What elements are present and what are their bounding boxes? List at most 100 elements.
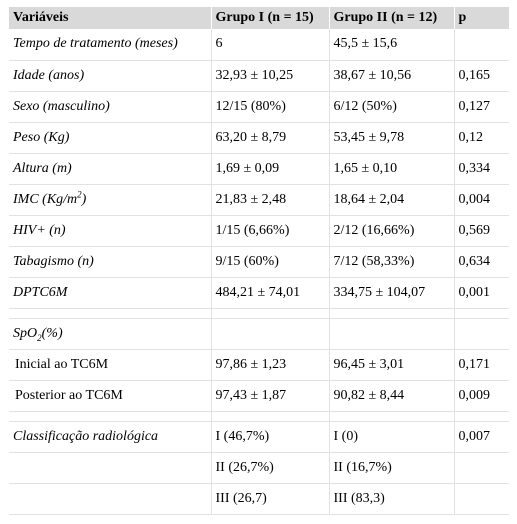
spacer-row	[9, 411, 509, 422]
table-row: Tempo de tratamento (meses) 6 45,5 ± 15,…	[9, 29, 509, 61]
cell-p	[454, 318, 509, 350]
header-grupo-1: Grupo I (n = 15)	[211, 7, 330, 29]
cell-grupo-2: 96,45 ± 3,01	[329, 349, 455, 381]
row-label: Altura (m)	[9, 153, 212, 185]
label-text: SpO	[13, 325, 38, 341]
cell-grupo-1: 1,69 ± 0,09	[211, 153, 330, 185]
table-row: HIV+ (n) 1/15 (6,66%) 2/12 (16,66%) 0,56…	[9, 215, 509, 247]
cell-p: 0,165	[454, 60, 509, 92]
cell-grupo-2: 18,64 ± 2,04	[329, 184, 455, 216]
header-row: Variáveis Grupo I (n = 15) Grupo II (n =…	[9, 7, 510, 29]
label-text-suffix: )	[81, 191, 87, 207]
cell-grupo-1: 1/15 (6,66%)	[211, 215, 330, 247]
row-label	[9, 483, 212, 515]
header-grupo-2: Grupo II (n = 12)	[329, 7, 455, 29]
results-table: Variáveis Grupo I (n = 15) Grupo II (n =…	[9, 7, 510, 515]
table-row: Inicial ao TC6M 97,86 ± 1,23 96,45 ± 3,0…	[9, 349, 509, 381]
table-row: IMC (Kg/m2) 21,83 ± 2,48 18,64 ± 2,04 0,…	[9, 184, 509, 216]
cell-grupo-2: 53,45 ± 9,78	[329, 122, 455, 154]
row-label: Sexo (masculino)	[9, 91, 212, 123]
row-label-spo2: SpO2(%)	[9, 318, 212, 350]
cell-grupo-1: 97,43 ± 1,87	[211, 380, 330, 412]
cell-grupo-2: 7/12 (58,33%)	[329, 246, 455, 278]
cell-grupo-1: 21,83 ± 2,48	[211, 184, 330, 216]
table-row: Tabagismo (n) 9/15 (60%) 7/12 (58,33%) 0…	[9, 246, 509, 278]
table-row: Idade (anos) 32,93 ± 10,25 38,67 ± 10,56…	[9, 60, 509, 92]
cell-grupo-1: 484,21 ± 74,01	[211, 277, 330, 309]
cell-p: 0,12	[454, 122, 509, 154]
table-row: Posterior ao TC6M 97,43 ± 1,87 90,82 ± 8…	[9, 380, 509, 412]
cell-grupo-1: II (26,7%)	[211, 452, 330, 484]
cell-grupo-2: 38,67 ± 10,56	[329, 60, 455, 92]
row-label	[9, 452, 212, 484]
cell-p: 0,004	[454, 184, 509, 216]
cell-grupo-2: I (0)	[329, 421, 455, 453]
cell-grupo-1: I (46,7%)	[211, 421, 330, 453]
cell-p	[454, 29, 509, 61]
header-p: p	[454, 7, 510, 29]
cell-grupo-1: 9/15 (60%)	[211, 246, 330, 278]
row-label: Inicial ao TC6M	[9, 349, 212, 381]
header-variaveis: Variáveis	[9, 7, 212, 29]
cell-p: 0,001	[454, 277, 509, 309]
row-label: DPTC6M	[9, 277, 212, 309]
cell-grupo-1: 6	[211, 29, 330, 61]
cell-p: 0,007	[454, 421, 509, 453]
cell-grupo-2: 334,75 ± 104,07	[329, 277, 455, 309]
cell-p: 0,334	[454, 153, 509, 185]
cell-grupo-1: 32,93 ± 10,25	[211, 60, 330, 92]
row-label: Classificação radiológica	[9, 421, 212, 453]
cell-grupo-2: 45,5 ± 15,6	[329, 29, 455, 61]
table-row: Peso (Kg) 63,20 ± 8,79 53,45 ± 9,78 0,12	[9, 122, 509, 154]
results-table-container: Variáveis Grupo I (n = 15) Grupo II (n =…	[9, 7, 510, 515]
spacer-cell	[329, 411, 455, 422]
table-row: DPTC6M 484,21 ± 74,01 334,75 ± 104,07 0,…	[9, 277, 509, 309]
table-row: SpO2(%)	[9, 318, 509, 350]
label-subscript: 2	[37, 332, 42, 343]
cell-grupo-2: III (83,3)	[329, 483, 455, 515]
cell-grupo-1: III (26,7)	[211, 483, 330, 515]
spacer-cell	[454, 411, 509, 422]
label-text: IMC (Kg/m	[13, 191, 78, 207]
cell-grupo-1: 12/15 (80%)	[211, 91, 330, 123]
row-label: HIV+ (n)	[9, 215, 212, 247]
spacer-cell	[9, 411, 212, 422]
cell-grupo-2: 90,82 ± 8,44	[329, 380, 455, 412]
cell-grupo-2: II (16,7%)	[329, 452, 455, 484]
label-text-suffix: (%)	[41, 325, 63, 341]
table-row: Sexo (masculino) 12/15 (80%) 6/12 (50%) …	[9, 91, 509, 123]
row-label: Idade (anos)	[9, 60, 212, 92]
table-header: Variáveis Grupo I (n = 15) Grupo II (n =…	[9, 7, 510, 29]
cell-grupo-2: 2/12 (16,66%)	[329, 215, 455, 247]
cell-grupo-2: 6/12 (50%)	[329, 91, 455, 123]
spacer-cell	[9, 308, 212, 319]
cell-grupo-1: 97,86 ± 1,23	[211, 349, 330, 381]
cell-grupo-2	[329, 318, 455, 350]
row-label-imc: IMC (Kg/m2)	[9, 184, 212, 216]
table-row: III (26,7) III (83,3)	[9, 483, 509, 515]
spacer-cell	[329, 308, 455, 319]
spacer-cell	[211, 308, 330, 319]
row-label: Peso (Kg)	[9, 122, 212, 154]
table-body: Tempo de tratamento (meses) 6 45,5 ± 15,…	[9, 29, 509, 515]
spacer-cell	[454, 308, 509, 319]
cell-p: 0,569	[454, 215, 509, 247]
cell-p	[454, 483, 509, 515]
cell-p: 0,009	[454, 380, 509, 412]
table-row: Classificação radiológica I (46,7%) I (0…	[9, 421, 509, 453]
cell-p: 0,171	[454, 349, 509, 381]
cell-grupo-2: 1,65 ± 0,10	[329, 153, 455, 185]
cell-grupo-1	[211, 318, 330, 350]
cell-p	[454, 452, 509, 484]
cell-p: 0,127	[454, 91, 509, 123]
cell-p: 0,634	[454, 246, 509, 278]
row-label: Posterior ao TC6M	[9, 380, 212, 412]
row-label: Tabagismo (n)	[9, 246, 212, 278]
label-superscript: 2	[77, 188, 82, 199]
spacer-row	[9, 308, 509, 319]
table-row: II (26,7%) II (16,7%)	[9, 452, 509, 484]
row-label: Tempo de tratamento (meses)	[9, 29, 212, 61]
table-row: Altura (m) 1,69 ± 0,09 1,65 ± 0,10 0,334	[9, 153, 509, 185]
spacer-cell	[211, 411, 330, 422]
cell-grupo-1: 63,20 ± 8,79	[211, 122, 330, 154]
